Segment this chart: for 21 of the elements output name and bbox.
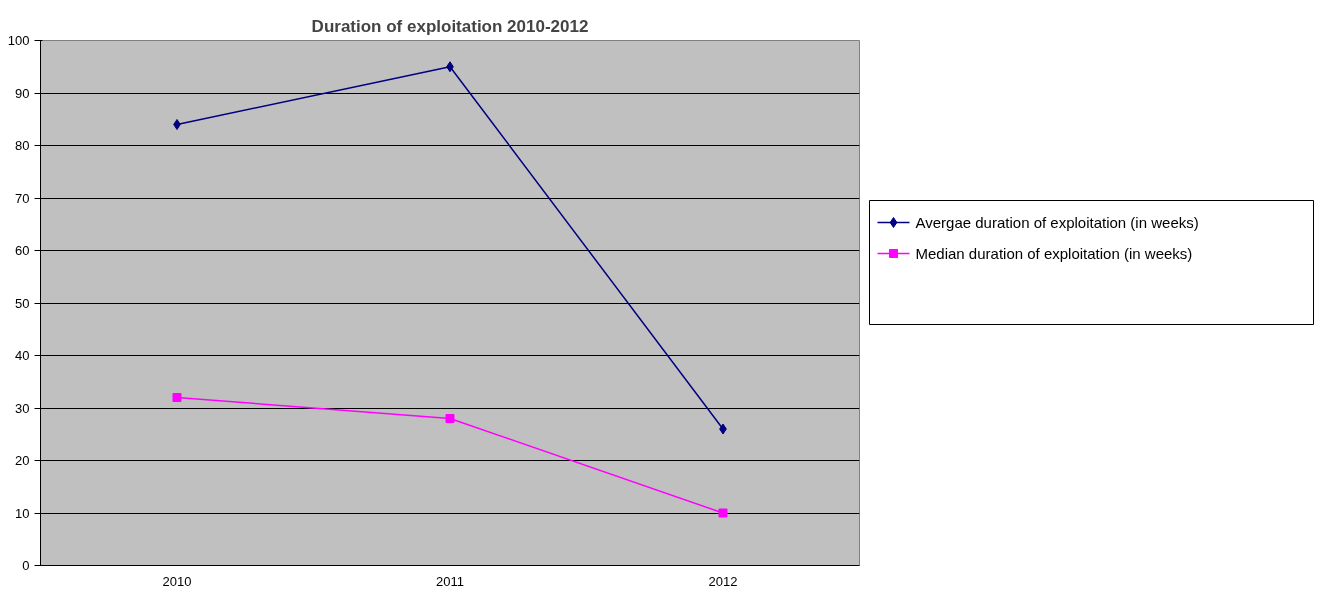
y-tick-label: 0 [22, 558, 30, 573]
y-tick-label: 100 [7, 33, 30, 48]
point [718, 508, 728, 518]
y-tick-label: 80 [15, 138, 30, 153]
chart-title: Duration of exploitation 2010-2012 [311, 16, 589, 36]
y-tick-label: 10 [15, 505, 30, 521]
y-tick-label: 90 [15, 85, 30, 101]
x-tick-label: 2011 [436, 573, 464, 589]
point [173, 119, 181, 130]
point [172, 393, 182, 402]
legend-label: Median duration of exploitation (in weeks) [915, 245, 1193, 262]
y-tick-label: 30 [15, 400, 30, 416]
y-tick-label: 40 [15, 348, 30, 363]
y-tick-label: 20 [15, 453, 30, 468]
y-tick-label: 50 [15, 295, 30, 311]
point [445, 414, 455, 423]
y-tick-label: 70 [15, 190, 30, 206]
x-tick-label: 2010 [162, 573, 192, 589]
legend-label: Avergae duration of exploitation (in weeks) [915, 214, 1199, 231]
y-tick-label: 60 [15, 243, 30, 258]
x-tick-label: 2012 [708, 573, 738, 589]
